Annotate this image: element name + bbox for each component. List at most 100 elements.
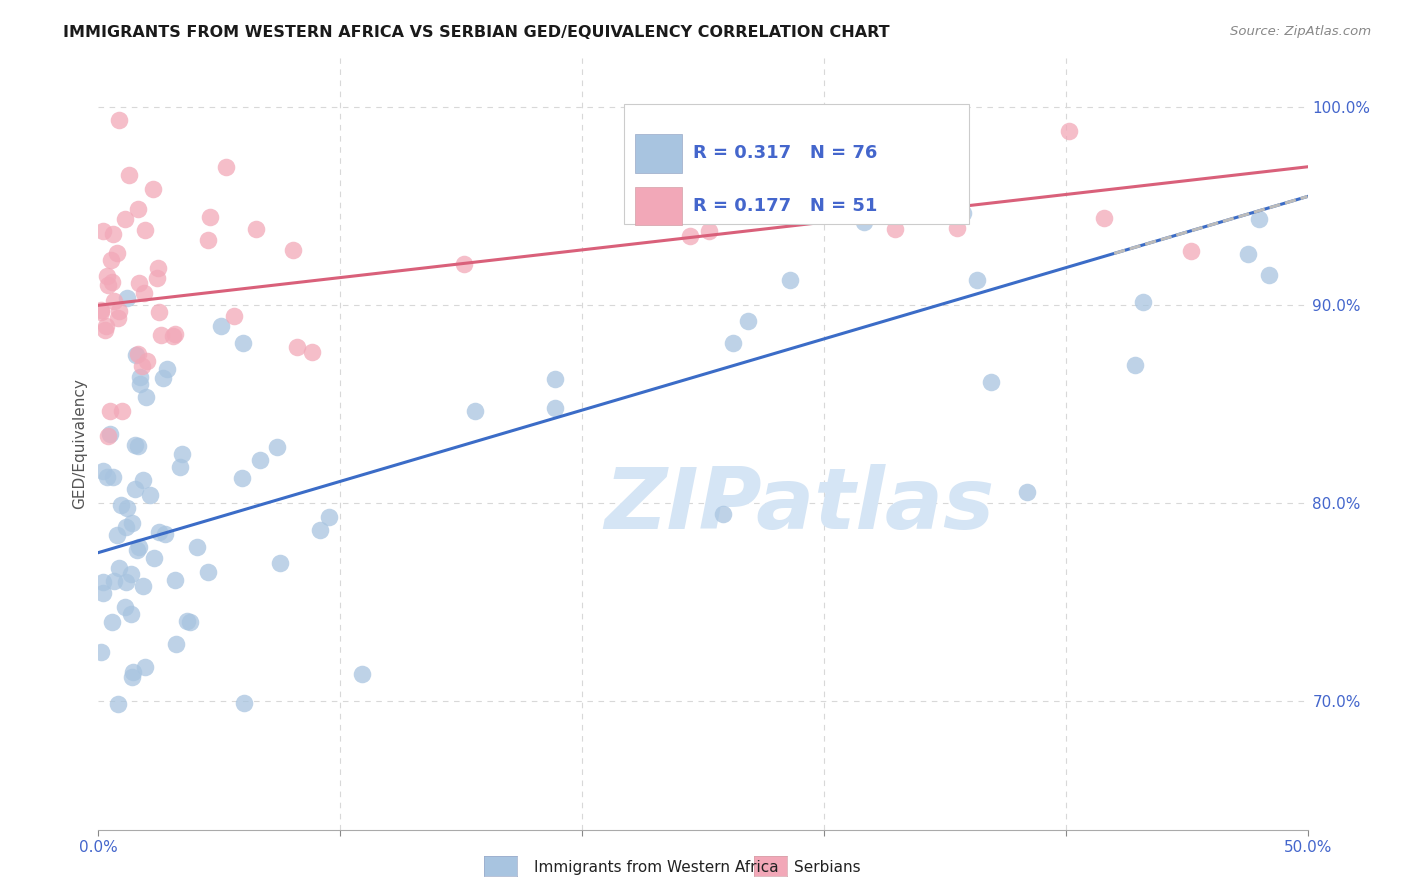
- Point: [129, 376, 152, 391]
- Point: [131, 359, 153, 373]
- Point: [121, 670, 143, 684]
- Text: R = 0.317   N = 76: R = 0.317 N = 76: [693, 144, 877, 162]
- Text: ZIPatlas: ZIPatlas: [605, 464, 995, 547]
- Point: [142, 182, 165, 196]
- FancyBboxPatch shape: [636, 187, 682, 226]
- Point: [1132, 294, 1154, 309]
- Point: [197, 565, 219, 579]
- Point: [165, 573, 187, 587]
- Point: [301, 344, 323, 359]
- Text: R = 0.177   N = 51: R = 0.177 N = 51: [693, 196, 877, 215]
- Point: [679, 229, 702, 244]
- Point: [966, 272, 988, 286]
- Text: IMMIGRANTS FROM WESTERN AFRICA VS SERBIAN GED/EQUIVALENCY CORRELATION CHART: IMMIGRANTS FROM WESTERN AFRICA VS SERBIA…: [63, 25, 890, 40]
- Point: [149, 328, 172, 343]
- FancyBboxPatch shape: [624, 104, 969, 224]
- Point: [980, 375, 1002, 389]
- Point: [100, 427, 122, 442]
- Point: [91, 464, 114, 478]
- Point: [127, 202, 149, 217]
- Point: [1180, 244, 1202, 259]
- Point: [232, 336, 254, 351]
- Point: [142, 550, 165, 565]
- Point: [134, 660, 156, 674]
- Point: [136, 353, 159, 368]
- Point: [245, 222, 267, 236]
- Point: [97, 429, 120, 443]
- Point: [209, 319, 232, 334]
- Point: [107, 697, 129, 711]
- Point: [127, 440, 149, 454]
- Point: [115, 520, 138, 534]
- Point: [723, 335, 745, 350]
- Point: [737, 313, 759, 327]
- Text: Serbians: Serbians: [794, 860, 860, 874]
- Point: [152, 371, 174, 385]
- Point: [91, 586, 114, 600]
- Point: [107, 310, 129, 325]
- Point: [108, 560, 131, 574]
- Text: Immigrants from Western Africa: Immigrants from Western Africa: [534, 860, 779, 874]
- Point: [283, 243, 305, 257]
- Point: [101, 615, 124, 629]
- Point: [139, 488, 162, 502]
- Point: [318, 510, 340, 524]
- Point: [464, 403, 486, 417]
- Point: [1123, 358, 1146, 372]
- Point: [90, 304, 112, 318]
- Point: [91, 225, 114, 239]
- Point: [101, 227, 124, 241]
- Point: [222, 309, 245, 323]
- Point: [1092, 211, 1115, 226]
- Point: [120, 607, 142, 621]
- Point: [1015, 484, 1038, 499]
- Point: [135, 390, 157, 404]
- Point: [155, 527, 177, 541]
- Point: [101, 276, 124, 290]
- Point: [946, 220, 969, 235]
- Point: [453, 257, 475, 271]
- Point: [145, 271, 167, 285]
- Point: [165, 326, 187, 341]
- Point: [544, 401, 567, 416]
- Point: [146, 261, 169, 276]
- Point: [94, 319, 117, 334]
- FancyBboxPatch shape: [636, 135, 682, 173]
- Point: [215, 160, 238, 174]
- Point: [105, 528, 128, 542]
- Point: [98, 404, 121, 418]
- Point: [114, 599, 136, 614]
- Point: [114, 212, 136, 227]
- Point: [1236, 246, 1258, 260]
- Point: [1258, 268, 1281, 282]
- Point: [132, 473, 155, 487]
- Point: [101, 470, 124, 484]
- Point: [124, 482, 146, 496]
- Point: [117, 500, 139, 515]
- Point: [853, 215, 876, 229]
- Point: [128, 540, 150, 554]
- Point: [108, 112, 131, 127]
- Point: [711, 507, 734, 521]
- Point: [124, 437, 146, 451]
- Point: [91, 574, 114, 589]
- Point: [127, 346, 149, 360]
- Point: [128, 277, 150, 291]
- Text: Source: ZipAtlas.com: Source: ZipAtlas.com: [1230, 25, 1371, 38]
- Point: [287, 340, 309, 354]
- Point: [198, 211, 221, 225]
- Point: [231, 471, 253, 485]
- Point: [118, 168, 141, 182]
- Point: [1057, 123, 1080, 137]
- Point: [107, 245, 129, 260]
- Point: [90, 645, 112, 659]
- Point: [129, 370, 152, 384]
- Point: [846, 105, 869, 120]
- Point: [96, 269, 118, 284]
- Point: [232, 696, 254, 710]
- Point: [100, 252, 122, 267]
- Point: [96, 470, 118, 484]
- Point: [103, 574, 125, 588]
- Point: [884, 222, 907, 236]
- Point: [169, 459, 191, 474]
